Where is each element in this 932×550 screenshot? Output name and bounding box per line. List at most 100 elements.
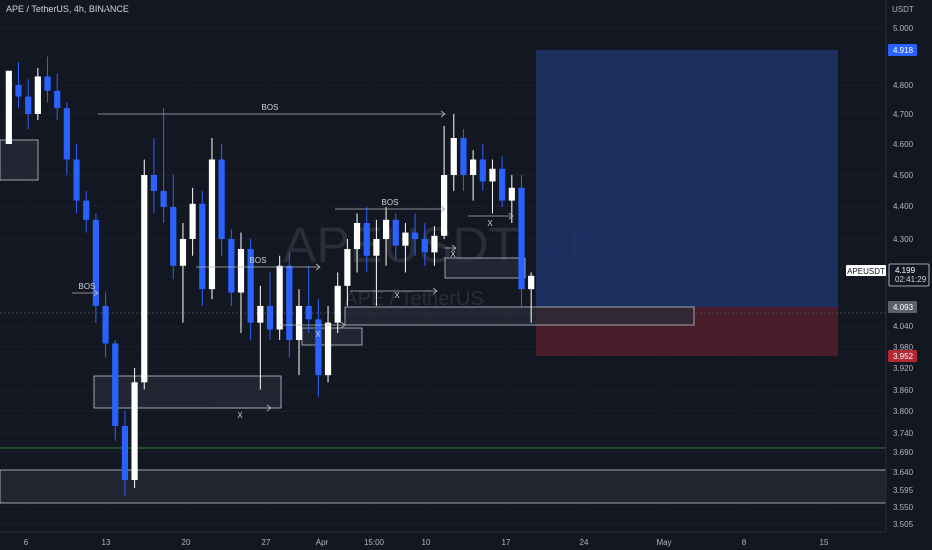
price-tick-label: 3.740 xyxy=(893,429,914,438)
demand-zone xyxy=(301,327,363,346)
horizontal-levels xyxy=(0,312,887,504)
candle xyxy=(295,289,303,376)
candle xyxy=(421,223,428,266)
price-tick-label: 5.000 xyxy=(893,24,914,33)
candle xyxy=(73,144,80,214)
candle xyxy=(460,129,467,191)
candle xyxy=(441,126,448,239)
price-tick-label: 4.500 xyxy=(893,171,914,180)
candle xyxy=(208,138,216,300)
candle xyxy=(25,79,32,129)
long-position-tool[interactable] xyxy=(536,50,838,356)
annotation-label: BOS xyxy=(262,103,279,112)
bos-marker[interactable]: BOS xyxy=(72,282,99,297)
candle xyxy=(179,223,187,323)
sweep-marker[interactable]: X xyxy=(280,321,346,339)
candle xyxy=(479,144,486,191)
candle xyxy=(160,108,167,223)
price-tick-label: 4.700 xyxy=(893,110,914,119)
candle xyxy=(121,411,129,496)
candle xyxy=(54,73,61,120)
candle xyxy=(237,232,245,333)
price-tick-label: 4.600 xyxy=(893,140,914,149)
time-tick-label: 13 xyxy=(102,538,111,547)
time-tick-label: 10 xyxy=(422,538,431,547)
candle xyxy=(334,272,341,333)
price-label-stop: 3.952 xyxy=(888,350,917,362)
candle xyxy=(247,239,254,340)
time-tick-label: May xyxy=(656,538,671,547)
price-tick-label: 4.800 xyxy=(893,81,914,90)
time-tick-label: 15 xyxy=(820,538,829,547)
candle xyxy=(276,255,283,340)
price-tick-label: 3.980 xyxy=(893,343,914,352)
annotations: BOS BOS BOS BOS X X X X X xyxy=(72,103,514,420)
demand-zone xyxy=(93,375,282,409)
sweep-marker[interactable]: X xyxy=(350,287,438,300)
candle xyxy=(315,299,322,397)
candle xyxy=(431,226,438,266)
annotation-label: BOS xyxy=(250,256,267,265)
time-tick-label: 8 xyxy=(742,538,747,547)
price-tick-label: 3.920 xyxy=(893,364,914,373)
candle xyxy=(450,114,457,191)
candle xyxy=(489,159,496,214)
annotation-label: BOS xyxy=(79,282,96,291)
candles xyxy=(5,56,535,496)
candle xyxy=(344,239,351,306)
price-label-target: 4.918 xyxy=(888,44,917,56)
bar-countdown: 02:41:29 xyxy=(895,275,927,284)
bos-marker[interactable]: BOS xyxy=(98,103,446,118)
candle xyxy=(266,272,274,340)
sweep-marker[interactable]: X xyxy=(445,244,457,259)
candle xyxy=(392,213,399,260)
candle xyxy=(528,272,535,323)
time-tick-label: 20 xyxy=(182,538,191,547)
time-tick-label: 15:00 xyxy=(364,538,385,547)
candle xyxy=(324,305,332,383)
candle xyxy=(411,213,419,256)
sweep-marker[interactable]: X xyxy=(212,404,272,420)
candle xyxy=(199,191,206,306)
time-tick-label: Apr xyxy=(316,538,329,547)
price-tick-label: 4.300 xyxy=(893,235,914,244)
candle xyxy=(83,191,90,233)
candle xyxy=(257,285,264,390)
annotation-label: X xyxy=(450,250,456,259)
demand-zone xyxy=(344,306,695,326)
candle xyxy=(382,207,390,266)
time-tick-label: 24 xyxy=(580,538,589,547)
annotation-label: X xyxy=(315,330,321,339)
candle xyxy=(218,144,225,256)
price-value: 3.952 xyxy=(893,352,914,361)
demand-zones xyxy=(0,139,695,409)
price-label-entry: 4.093 xyxy=(888,301,917,313)
annotation-label: X xyxy=(394,291,400,300)
price-tick-label: 3.690 xyxy=(893,448,914,457)
candle xyxy=(44,56,51,103)
sweep-marker[interactable]: X xyxy=(468,212,514,228)
target-zone xyxy=(536,50,838,307)
price-tick-label: 4.400 xyxy=(893,202,914,211)
candle xyxy=(5,70,12,144)
candle xyxy=(131,368,138,488)
candle xyxy=(286,252,293,358)
bos-marker[interactable]: BOS xyxy=(196,256,321,271)
last-price: 4.199 xyxy=(895,266,916,275)
candle xyxy=(499,156,506,207)
bos-marker[interactable]: BOS xyxy=(335,198,446,213)
watermark-name: APE / TetherUS xyxy=(344,288,484,310)
candle xyxy=(470,150,477,201)
annotation-label: X xyxy=(487,219,493,228)
candle xyxy=(363,207,370,273)
candle xyxy=(34,67,41,120)
annotation-label: X xyxy=(237,411,243,420)
price-tick-label: 3.505 xyxy=(893,520,914,529)
price-tick-label: 3.640 xyxy=(893,468,914,477)
price-value: 4.918 xyxy=(893,46,914,55)
candle xyxy=(373,219,380,306)
chart-title: APE / TetherUS, 4h, BINANCE xyxy=(6,4,129,14)
price-tick-label: 3.550 xyxy=(893,503,914,512)
